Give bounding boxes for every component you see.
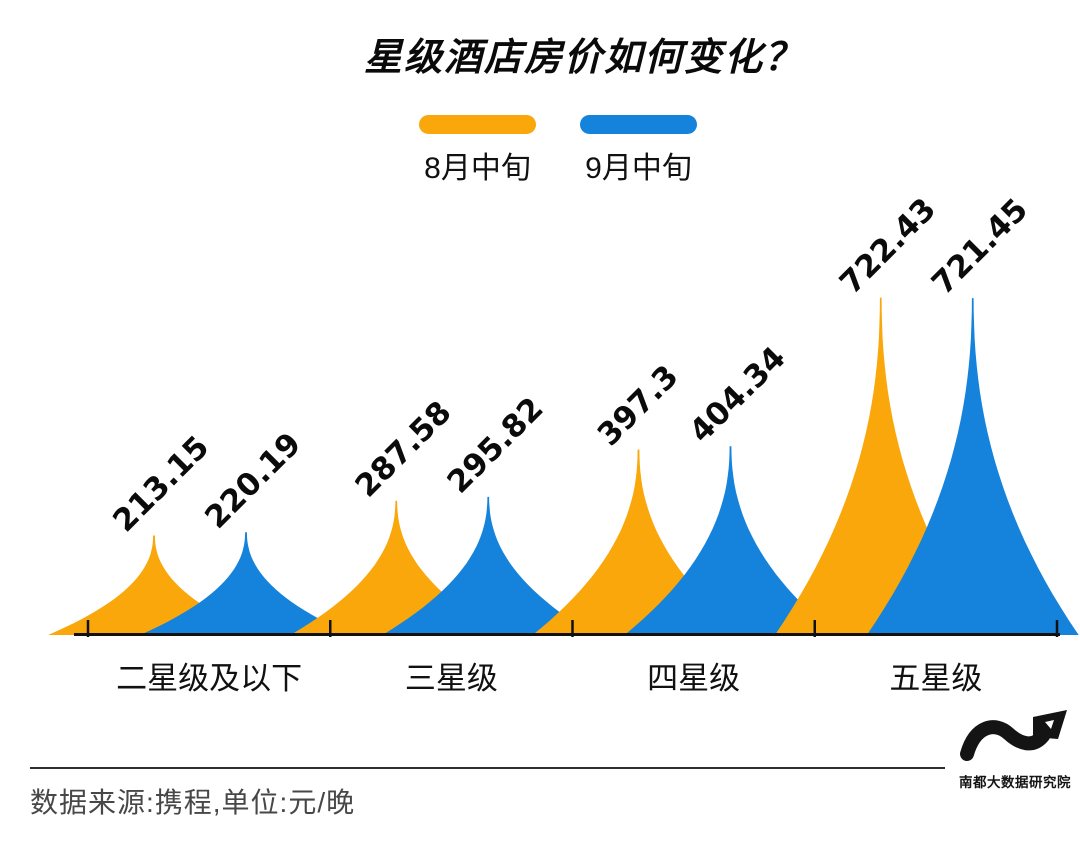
chart-title: 星级酒店房价如何变化？ xyxy=(363,37,804,79)
value-label: 722.43 xyxy=(833,191,943,301)
value-label: 213.15 xyxy=(106,429,216,539)
legend: 8月中旬 9月中旬 xyxy=(18,115,1080,187)
value-label: 287.58 xyxy=(348,394,458,504)
publisher-logo: 南都大数据研究院 xyxy=(955,708,1075,791)
category-label-3: 四星级 xyxy=(647,661,740,696)
legend-label-august: 8月中旬 xyxy=(424,152,531,185)
legend-item-august: 8月中旬 xyxy=(419,115,536,187)
spike-sep-cat2 xyxy=(382,496,595,635)
category-label-4: 五星级 xyxy=(889,661,982,696)
spike-sep-cat4 xyxy=(866,298,1079,635)
legend-item-september: 9月中旬 xyxy=(580,115,697,187)
legend-swatch-september xyxy=(580,115,697,134)
value-label: 397.3 xyxy=(591,358,686,453)
category-label-1: 二星级及以下 xyxy=(116,661,302,696)
legend-label-september: 9月中旬 xyxy=(585,152,692,185)
spike-sep-cat1 xyxy=(140,532,352,635)
legend-swatch-august xyxy=(419,115,536,134)
category-label-2: 三星级 xyxy=(405,661,498,696)
publisher-name: 南都大数据研究院 xyxy=(959,775,1071,790)
value-label: 404.34 xyxy=(683,340,793,450)
value-label: 721.45 xyxy=(925,192,1035,302)
value-label: 220.19 xyxy=(198,426,308,536)
logo-swoosh-icon xyxy=(960,710,1067,761)
value-label: 295.82 xyxy=(440,390,550,500)
footer-divider xyxy=(30,767,945,769)
spike-sep-cat3 xyxy=(624,446,837,635)
source-note: 数据来源:携程,单位:元/晚 xyxy=(30,787,356,818)
